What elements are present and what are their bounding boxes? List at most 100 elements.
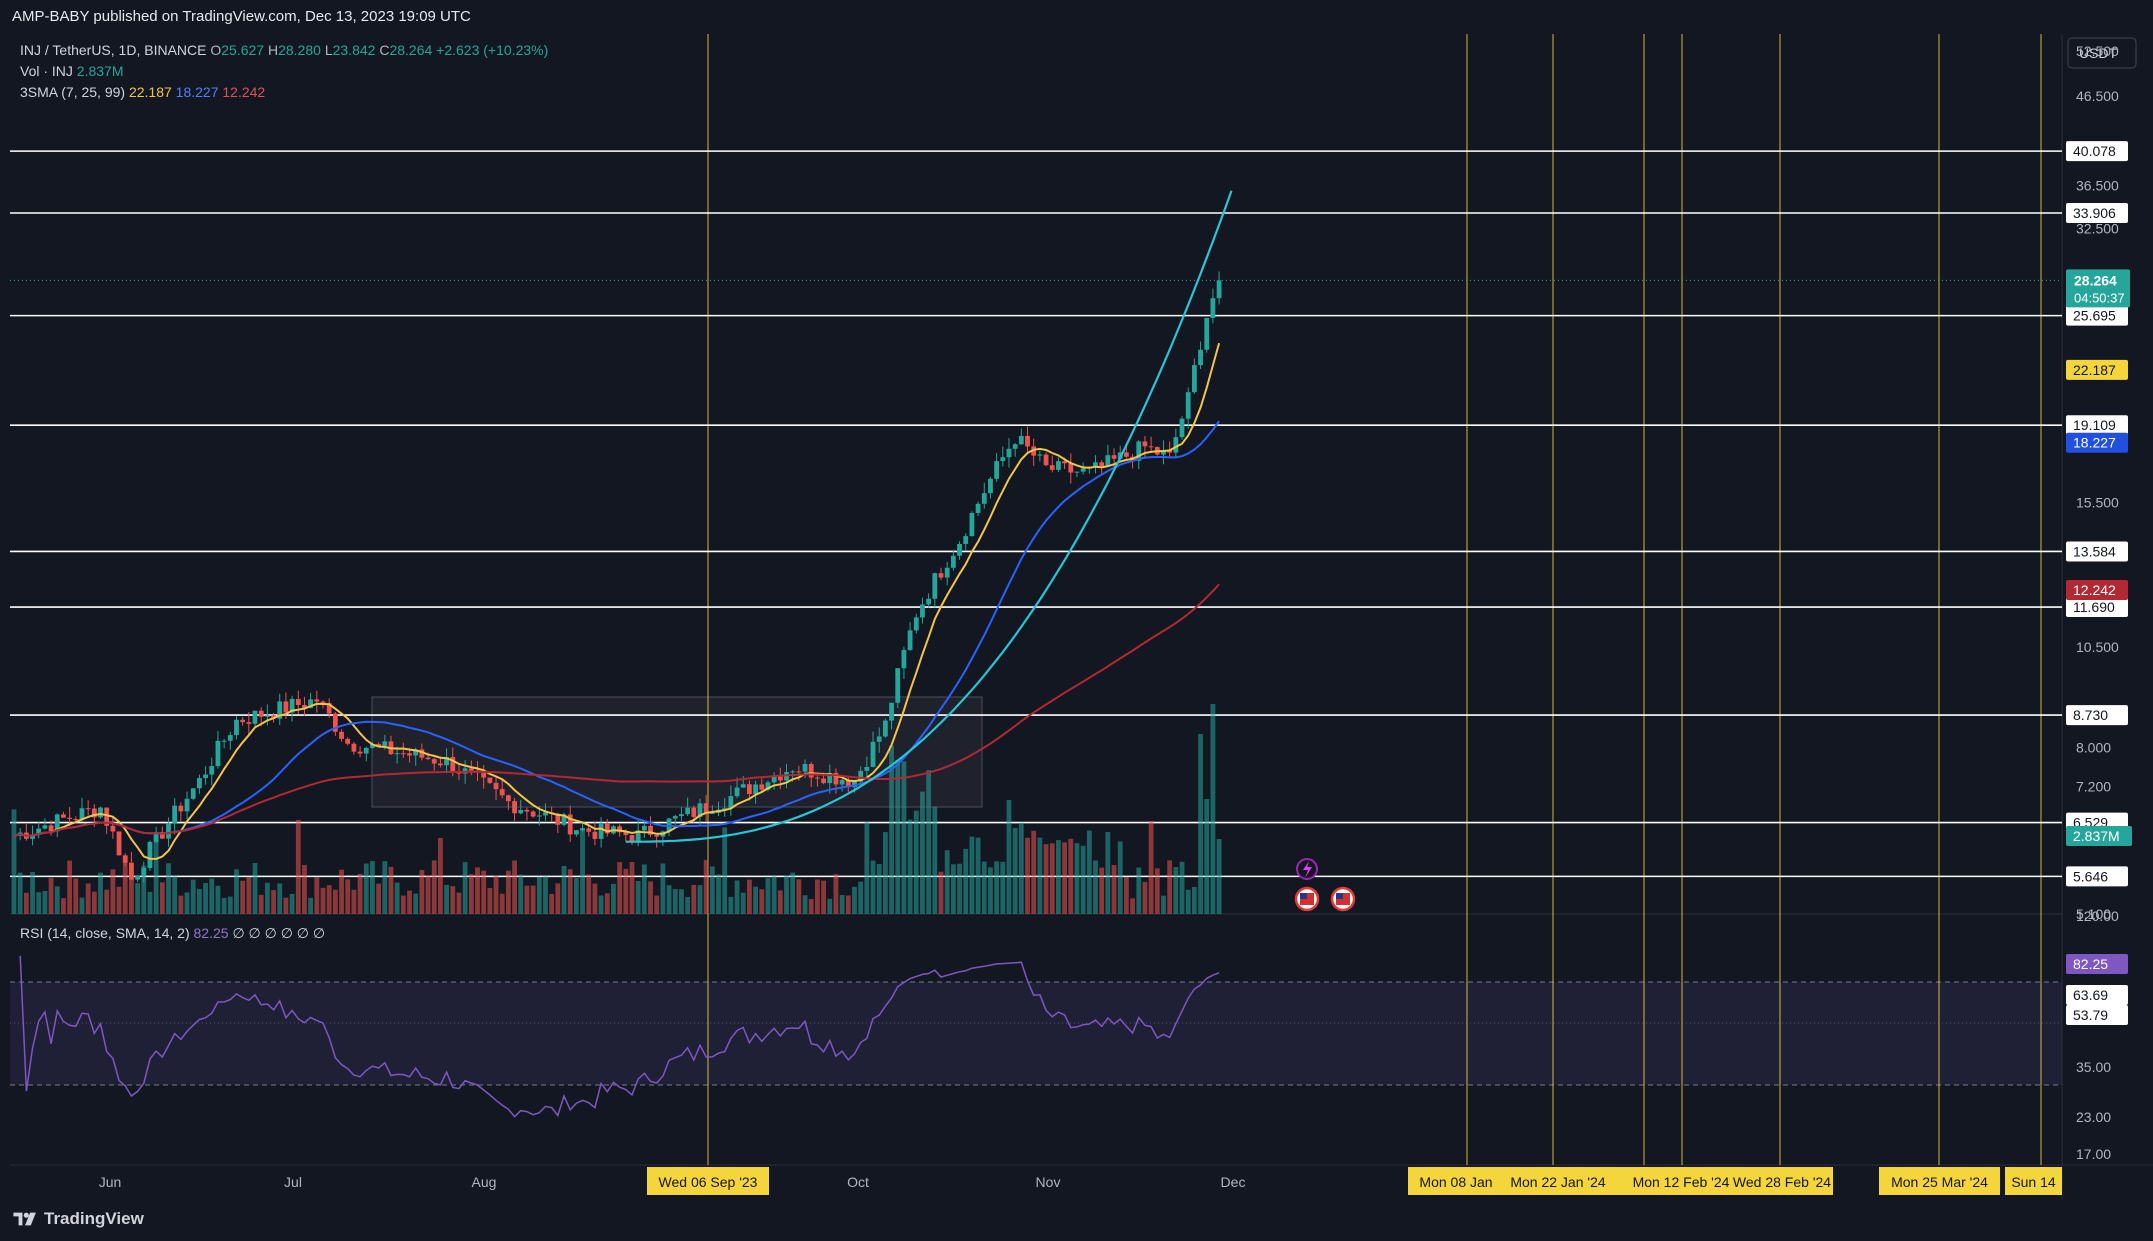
candle[interactable] bbox=[197, 778, 202, 789]
candle[interactable] bbox=[370, 744, 375, 748]
candle[interactable] bbox=[901, 649, 907, 669]
candle[interactable] bbox=[648, 825, 653, 835]
candle[interactable] bbox=[407, 753, 412, 756]
candle[interactable] bbox=[61, 814, 66, 818]
candle[interactable] bbox=[159, 832, 165, 839]
candle[interactable] bbox=[1210, 298, 1216, 318]
candle[interactable] bbox=[382, 741, 388, 746]
candle[interactable] bbox=[709, 812, 715, 814]
candle[interactable] bbox=[1031, 446, 1037, 456]
candle[interactable] bbox=[221, 740, 227, 742]
candle[interactable] bbox=[759, 784, 765, 790]
candle[interactable] bbox=[227, 735, 233, 741]
candle[interactable] bbox=[536, 815, 542, 817]
candle[interactable] bbox=[1068, 463, 1074, 473]
candle[interactable] bbox=[1198, 349, 1203, 366]
candle[interactable] bbox=[1216, 280, 1222, 299]
candle[interactable] bbox=[308, 699, 314, 708]
candle[interactable] bbox=[104, 807, 110, 826]
candle[interactable] bbox=[796, 771, 802, 773]
candle[interactable] bbox=[277, 701, 283, 719]
candle[interactable] bbox=[1142, 441, 1148, 447]
candle[interactable] bbox=[586, 828, 592, 832]
candle[interactable] bbox=[258, 710, 264, 717]
candle[interactable] bbox=[394, 753, 400, 755]
candle[interactable] bbox=[852, 781, 857, 788]
candle[interactable] bbox=[314, 699, 320, 702]
candle[interactable] bbox=[1191, 365, 1197, 393]
candle[interactable] bbox=[666, 818, 672, 832]
candle[interactable] bbox=[54, 814, 60, 832]
candle[interactable] bbox=[555, 813, 561, 825]
candle[interactable] bbox=[839, 780, 845, 785]
candle[interactable] bbox=[561, 814, 567, 825]
candle[interactable] bbox=[981, 493, 987, 504]
candle[interactable] bbox=[400, 753, 406, 755]
candle[interactable] bbox=[487, 777, 493, 783]
candle[interactable] bbox=[697, 803, 703, 817]
candle[interactable] bbox=[67, 817, 73, 820]
candle[interactable] bbox=[685, 807, 691, 815]
candle[interactable] bbox=[499, 789, 505, 796]
candle[interactable] bbox=[246, 722, 252, 724]
candle[interactable] bbox=[654, 834, 660, 837]
sma-label[interactable]: 3SMA (7, 25, 99) bbox=[20, 84, 126, 100]
candle[interactable] bbox=[1185, 392, 1191, 419]
candle[interactable] bbox=[252, 710, 258, 724]
candle[interactable] bbox=[129, 862, 134, 880]
candle[interactable] bbox=[122, 855, 128, 863]
candle[interactable] bbox=[1080, 468, 1086, 472]
candle[interactable] bbox=[419, 749, 425, 758]
candle[interactable] bbox=[481, 772, 487, 778]
candle[interactable] bbox=[512, 801, 517, 814]
candle[interactable] bbox=[722, 808, 728, 810]
candle[interactable] bbox=[1043, 454, 1049, 466]
symbol-label[interactable]: INJ / TetherUS, 1D, BINANCE bbox=[20, 42, 207, 58]
candle[interactable] bbox=[339, 731, 344, 739]
candle[interactable] bbox=[691, 807, 697, 817]
candle[interactable] bbox=[91, 808, 97, 818]
candle[interactable] bbox=[623, 832, 629, 836]
candle[interactable] bbox=[363, 747, 369, 754]
candle[interactable] bbox=[283, 701, 289, 713]
candle[interactable] bbox=[920, 604, 925, 618]
candle[interactable] bbox=[153, 832, 159, 842]
currency-button[interactable] bbox=[2067, 37, 2137, 69]
candle[interactable] bbox=[821, 778, 826, 784]
candle[interactable] bbox=[215, 740, 221, 767]
candle[interactable] bbox=[1161, 450, 1166, 455]
candle[interactable] bbox=[1204, 317, 1210, 350]
candle[interactable] bbox=[85, 808, 91, 810]
candle[interactable] bbox=[753, 784, 758, 795]
candle[interactable] bbox=[994, 461, 1000, 479]
candle[interactable] bbox=[48, 825, 54, 832]
candle[interactable] bbox=[190, 788, 196, 799]
legend-volume[interactable]: Vol · INJ 2.837M bbox=[20, 63, 124, 79]
candle[interactable] bbox=[907, 630, 913, 650]
candle[interactable] bbox=[882, 720, 888, 737]
sma7-line[interactable] bbox=[13, 342, 1221, 860]
legend-rsi[interactable]: RSI (14, close, SMA, 14, 2) 82.25 ∅ ∅ ∅ … bbox=[20, 925, 325, 942]
candle[interactable] bbox=[592, 831, 598, 839]
legend-ohlc[interactable]: INJ / TetherUS, 1D, BINANCE O25.627 H28.… bbox=[20, 42, 548, 58]
candle[interactable] bbox=[524, 809, 530, 812]
candle[interactable] bbox=[203, 774, 208, 779]
legend-sma[interactable]: 3SMA (7, 25, 99) 22.187 18.227 12.242 bbox=[20, 84, 265, 100]
candle[interactable] bbox=[326, 703, 332, 714]
candle[interactable] bbox=[493, 782, 499, 790]
candle[interactable] bbox=[209, 766, 215, 775]
candle[interactable] bbox=[1037, 454, 1043, 456]
candle[interactable] bbox=[184, 798, 190, 812]
candle[interactable] bbox=[73, 819, 79, 821]
candle[interactable] bbox=[703, 803, 709, 814]
candle[interactable] bbox=[425, 757, 431, 760]
candle[interactable] bbox=[1167, 450, 1173, 453]
candle[interactable] bbox=[295, 699, 301, 705]
candle[interactable] bbox=[641, 825, 647, 831]
candle[interactable] bbox=[178, 805, 184, 812]
rsi-line-path[interactable] bbox=[19, 955, 1220, 1118]
candle[interactable] bbox=[234, 719, 239, 736]
parabolic-curve-line[interactable] bbox=[625, 190, 1233, 843]
candle[interactable] bbox=[988, 478, 993, 494]
candle[interactable] bbox=[777, 775, 783, 781]
